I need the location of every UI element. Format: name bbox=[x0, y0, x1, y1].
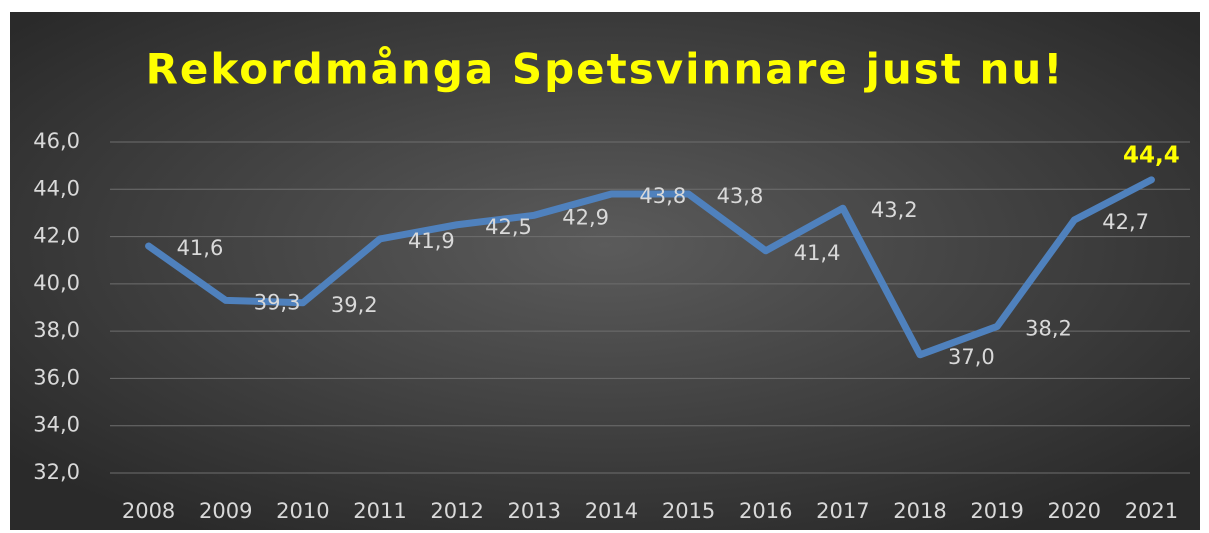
x-tick-label: 2012 bbox=[430, 499, 483, 523]
y-tick-label: 42,0 bbox=[33, 224, 80, 248]
data-label: 37,0 bbox=[948, 345, 995, 369]
x-tick-label: 2015 bbox=[662, 499, 715, 523]
data-label: 44,4 bbox=[1123, 142, 1180, 168]
x-tick-label: 2014 bbox=[585, 499, 638, 523]
x-tick-label: 2016 bbox=[739, 499, 792, 523]
x-tick-label: 2009 bbox=[199, 499, 252, 523]
data-label: 43,8 bbox=[717, 184, 764, 208]
x-tick-label: 2008 bbox=[122, 499, 175, 523]
data-line bbox=[145, 176, 1155, 359]
data-label: 43,8 bbox=[639, 184, 686, 208]
data-label: 42,7 bbox=[1102, 210, 1149, 234]
y-tick-label: 32,0 bbox=[33, 460, 80, 484]
y-tick-label: 38,0 bbox=[33, 318, 80, 342]
x-tick-label: 2019 bbox=[970, 499, 1023, 523]
x-tick-label: 2018 bbox=[893, 499, 946, 523]
y-tick-label: 36,0 bbox=[33, 365, 80, 389]
y-tick-label: 44,0 bbox=[33, 176, 80, 200]
chart-title: Rekordmånga Spetsvinnare just nu! bbox=[146, 45, 1065, 94]
data-label: 41,4 bbox=[794, 241, 841, 265]
chart-background bbox=[10, 12, 1200, 530]
data-label: 39,3 bbox=[254, 290, 301, 314]
x-tick-label: 2021 bbox=[1125, 499, 1178, 523]
data-label: 42,9 bbox=[562, 205, 609, 229]
data-label: 42,5 bbox=[485, 215, 532, 239]
data-label: 38,2 bbox=[1025, 316, 1072, 340]
y-tick-label: 34,0 bbox=[33, 413, 80, 437]
x-tick-label: 2011 bbox=[353, 499, 406, 523]
data-label: 43,2 bbox=[871, 198, 918, 222]
data-label: 39,2 bbox=[331, 293, 378, 317]
y-tick-label: 40,0 bbox=[33, 271, 80, 295]
data-label: 41,6 bbox=[177, 236, 224, 260]
x-tick-label: 2010 bbox=[276, 499, 329, 523]
x-tick-label: 2013 bbox=[508, 499, 561, 523]
y-tick-label: 46,0 bbox=[33, 129, 80, 153]
x-tick-label: 2017 bbox=[816, 499, 869, 523]
data-label: 41,9 bbox=[408, 229, 455, 253]
x-tick-label: 2020 bbox=[1048, 499, 1101, 523]
